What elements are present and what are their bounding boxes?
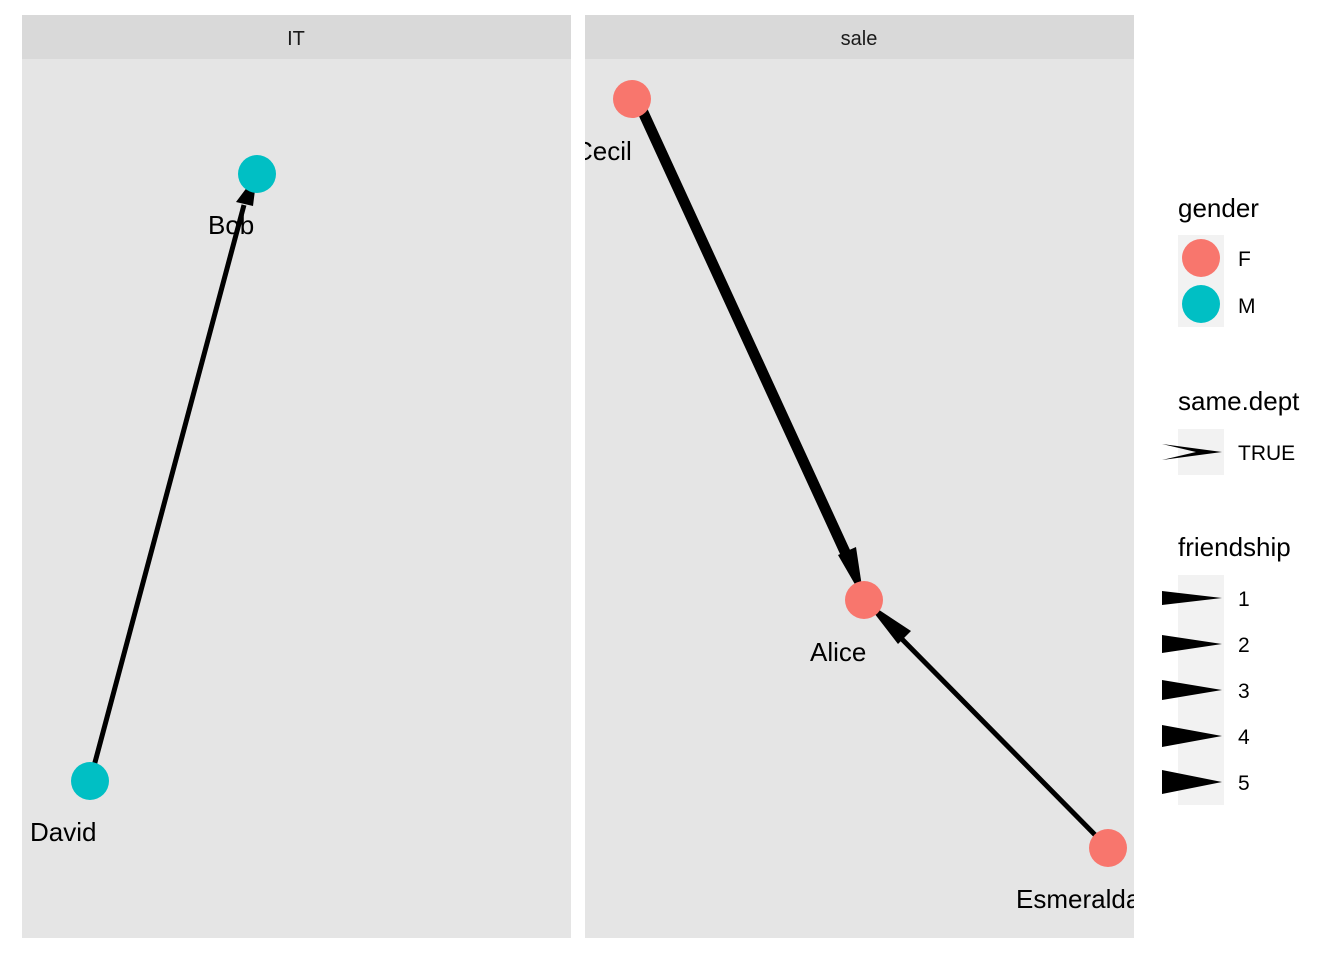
node-alice	[845, 581, 883, 619]
legend-key-m	[1182, 285, 1220, 323]
labels-layer-it: Bob David	[30, 210, 254, 847]
facet-strip-it	[22, 15, 571, 59]
legend-label-true: TRUE	[1238, 442, 1295, 465]
node-label-david: David	[30, 817, 96, 847]
legend-key-friendship-5	[1162, 770, 1222, 794]
legend-key-friendship-4	[1162, 725, 1222, 747]
node-label-bob: Bob	[208, 210, 254, 240]
legend-key-friendship-2	[1162, 635, 1222, 653]
facet-strip-label-sale: sale	[841, 28, 878, 50]
legend-title-same-dept: same.dept	[1178, 386, 1300, 416]
node-esmeralda	[1089, 829, 1127, 867]
legend-title-friendship: friendship	[1178, 532, 1291, 562]
legend-label-friendship-1: 1	[1238, 588, 1250, 611]
facet-panel-it: IT Bob David	[22, 15, 571, 938]
legend-gender: gender F M	[1178, 193, 1259, 327]
edge-line	[87, 204, 247, 782]
legend-label-m: M	[1238, 295, 1256, 318]
legend: gender F M same.dept TRUE friendship 1 2…	[1162, 193, 1300, 805]
legend-key-friendship-1	[1162, 591, 1222, 605]
legend-label-friendship-3: 3	[1238, 680, 1250, 703]
legend-title-gender: gender	[1178, 193, 1259, 223]
facet-strip-label-it: IT	[287, 28, 305, 50]
nodes-layer-it	[71, 155, 276, 800]
node-label-cecil: Cecil	[574, 136, 632, 166]
node-label-esmeralda: Esmeralda	[1016, 884, 1141, 914]
node-david	[71, 762, 109, 800]
legend-key-friendship-3	[1162, 680, 1222, 700]
legend-key-f	[1182, 239, 1220, 277]
facet-panel-sale: sale Cecil Alice Esmeralda	[574, 15, 1141, 938]
legend-label-friendship-2: 2	[1238, 634, 1250, 657]
node-bob	[238, 155, 276, 193]
panel-background-sale	[585, 59, 1134, 938]
labels-layer-sale: Cecil Alice Esmeralda	[574, 136, 1141, 914]
legend-key-true	[1162, 444, 1222, 460]
legend-label-friendship-5: 5	[1238, 772, 1250, 795]
edge-line	[632, 97, 856, 567]
legend-same-dept: same.dept TRUE	[1162, 386, 1300, 475]
facet-strip-sale	[585, 15, 1134, 59]
legend-label-friendship-4: 4	[1238, 726, 1250, 749]
edge-line	[891, 628, 1110, 850]
node-label-alice: Alice	[810, 637, 866, 667]
node-cecil	[613, 80, 651, 118]
legend-label-f: F	[1238, 248, 1251, 271]
legend-friendship: friendship 1 2 3 4 5	[1162, 532, 1291, 805]
nodes-layer-sale	[613, 80, 1127, 867]
panel-background-it	[22, 59, 571, 938]
